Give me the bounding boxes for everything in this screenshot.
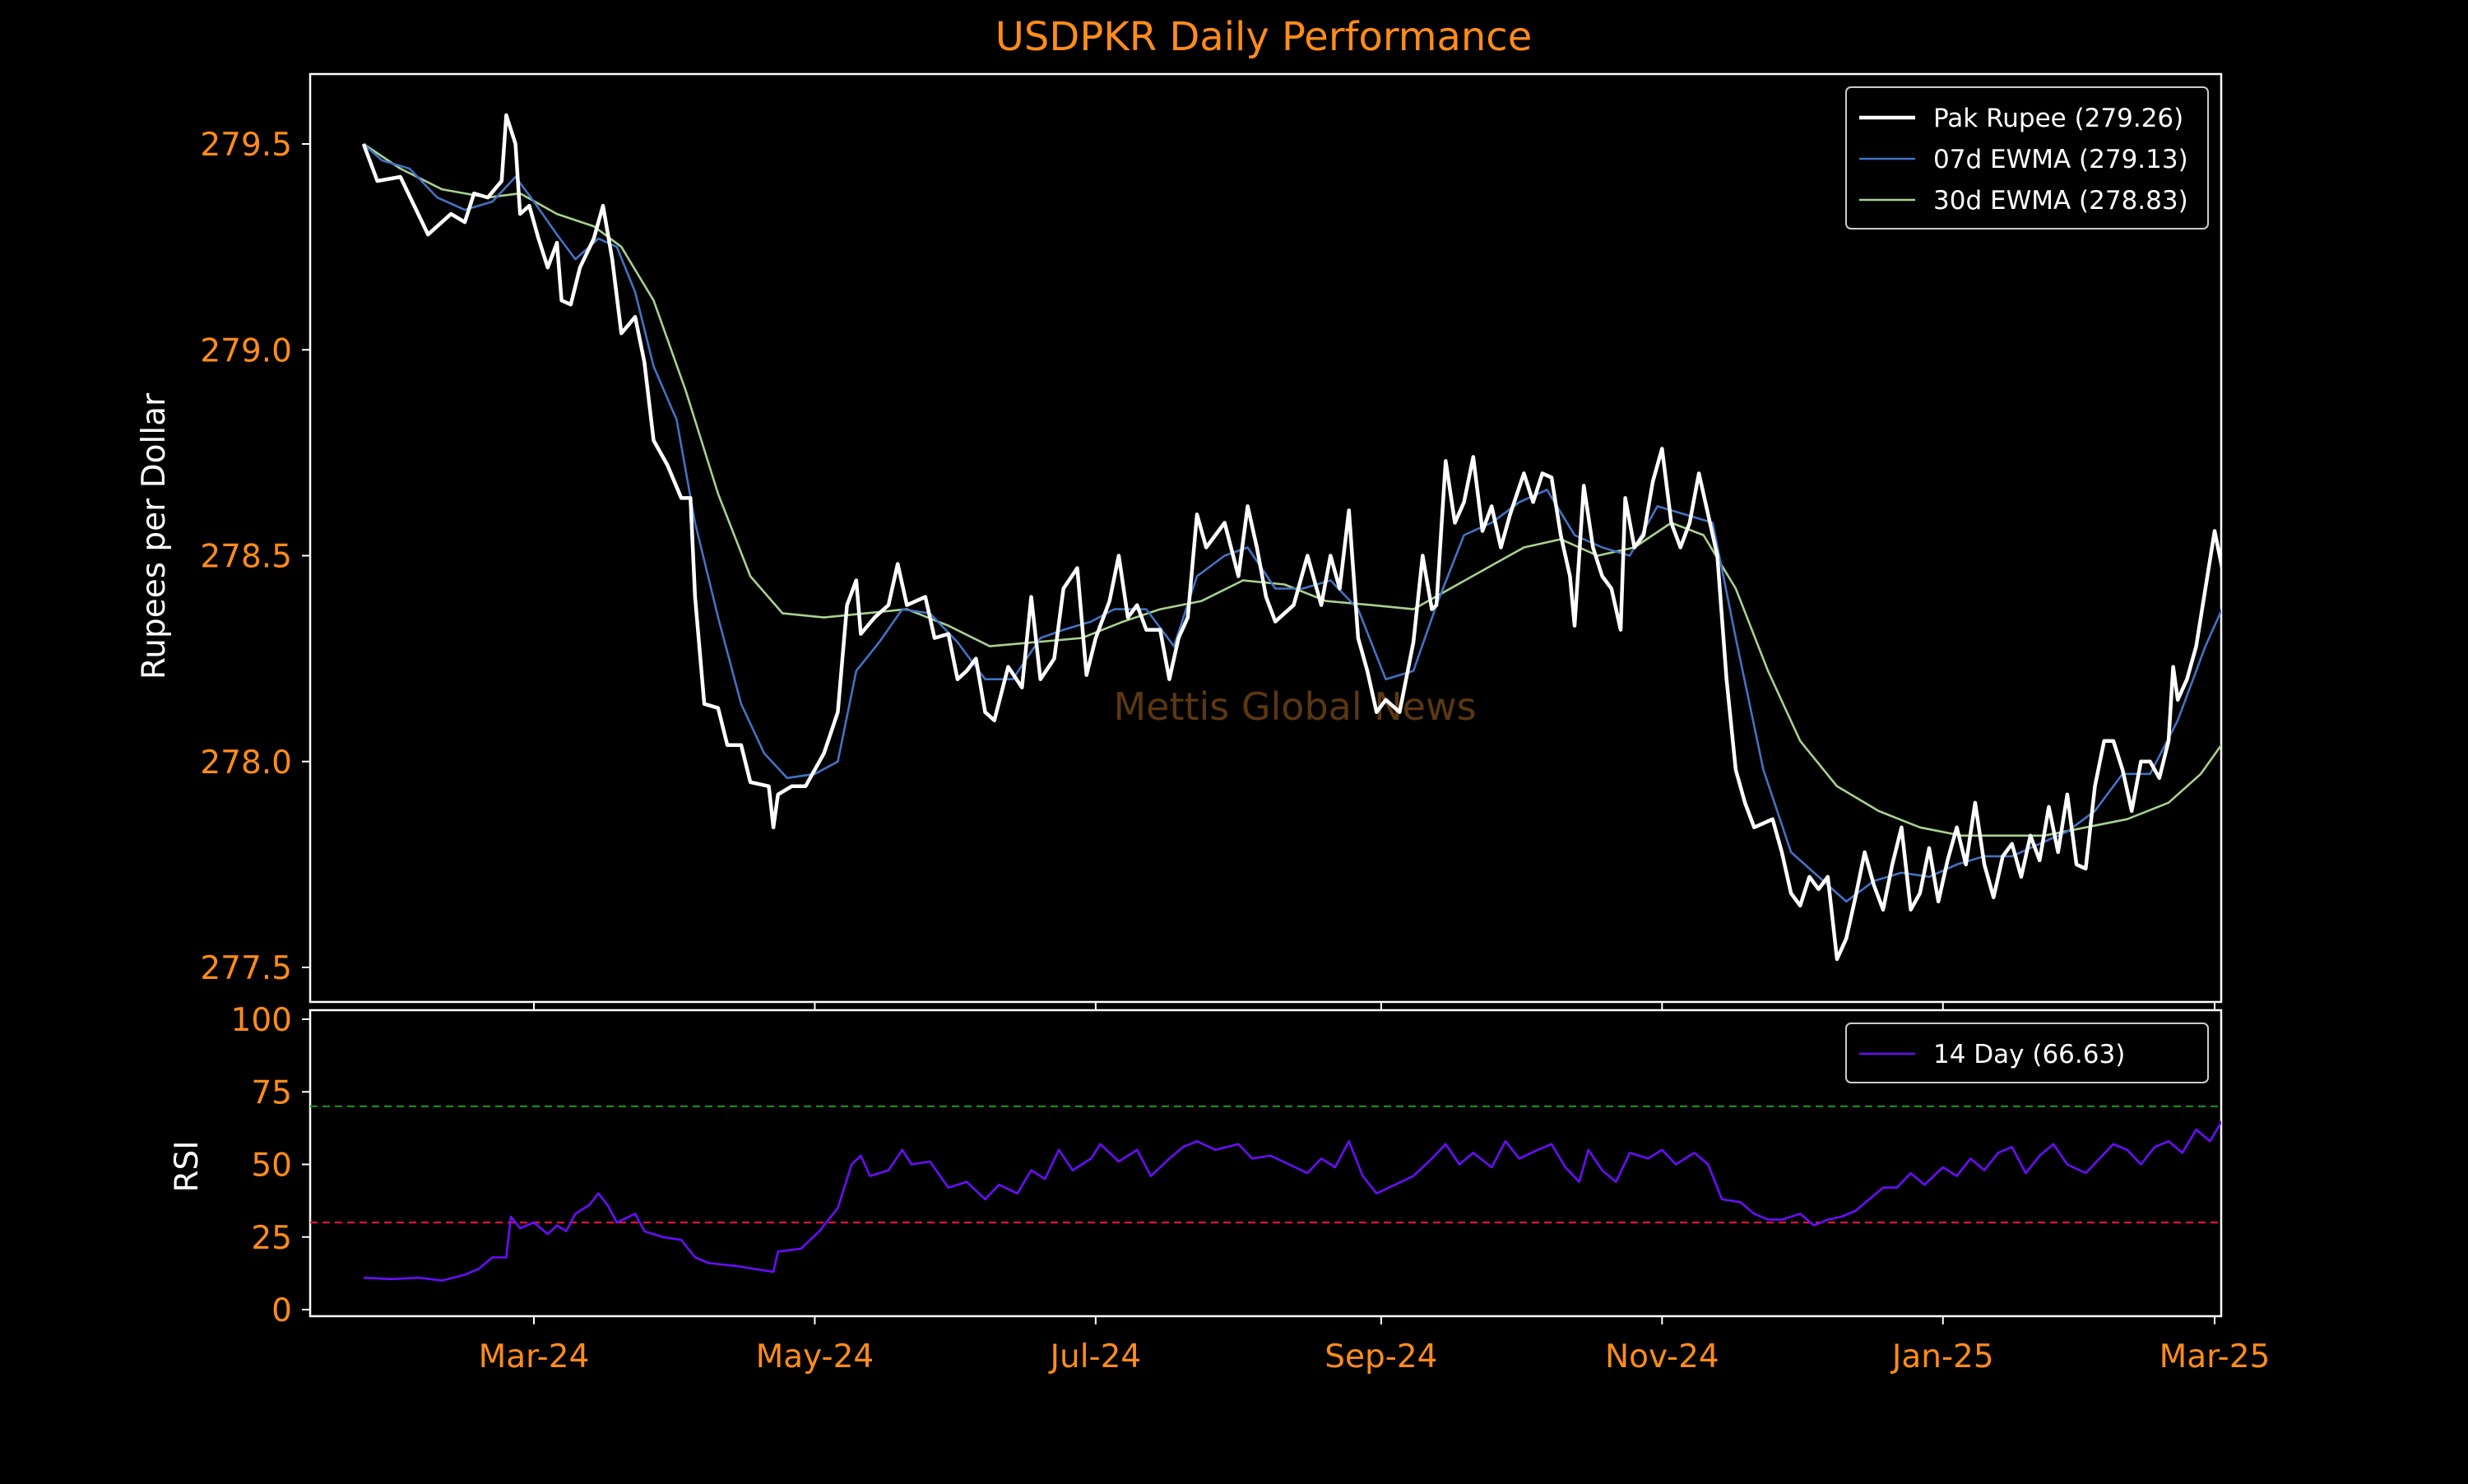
x-tick-label: Mar-24 bbox=[479, 1338, 590, 1375]
x-tick-label: Jan-25 bbox=[1890, 1338, 1994, 1375]
price-y-axis-label: Rupees per Dollar bbox=[136, 392, 173, 679]
x-tick-label: Mar-25 bbox=[2160, 1338, 2271, 1375]
price-series-line bbox=[361, 113, 2221, 962]
rsi-legend-box bbox=[1845, 1023, 2209, 1083]
rsi-y-axis-label: RSI bbox=[169, 1140, 206, 1192]
price-legend-box bbox=[1845, 86, 2209, 230]
x-tick-label: Nov-24 bbox=[1605, 1338, 1719, 1375]
price-y-tick-label: 278.0 bbox=[200, 744, 292, 781]
rsi-series-line bbox=[363, 1120, 2221, 1282]
rsi-y-tick-label: 100 bbox=[231, 1002, 292, 1039]
price-legend-entry: 07d EWMA (279.13) bbox=[1933, 145, 2188, 174]
price-y-tick-label: 279.0 bbox=[200, 332, 292, 369]
rsi-y-tick-label: 0 bbox=[271, 1292, 292, 1329]
price-y-tick-label: 278.5 bbox=[200, 539, 292, 576]
rsi-y-tick-label: 25 bbox=[251, 1220, 292, 1257]
x-tick-label: Jul-24 bbox=[1047, 1338, 1141, 1375]
rsi-frame bbox=[308, 1009, 2223, 1318]
rsi-panel: 0 25 50 75 100 14 Day (66.63) Mar-24 May-24 Jul-… bbox=[231, 1002, 2271, 1375]
chart-title: USDPKR Daily Performance bbox=[995, 14, 1532, 60]
price-legend-entry: Pak Rupee (279.26) bbox=[1933, 104, 2183, 133]
rsi-y-tick-label: 50 bbox=[251, 1148, 292, 1185]
price-y-tick-label: 279.5 bbox=[200, 127, 292, 164]
watermark: Mettis Global News bbox=[1113, 684, 1476, 729]
price-y-tick-label: 277.5 bbox=[200, 950, 292, 987]
rsi-y-tick-label: 75 bbox=[251, 1074, 292, 1111]
x-tick-label: May-24 bbox=[756, 1338, 874, 1375]
rsi-legend-entry: 14 Day (66.63) bbox=[1933, 1040, 2125, 1069]
x-tick-label: Sep-24 bbox=[1324, 1338, 1437, 1375]
price-legend-entry: 30d EWMA (278.83) bbox=[1933, 186, 2188, 216]
price-frame bbox=[308, 72, 2223, 1004]
price-panel: 277.5 278.0 278.5 279.0 279.5 Pak Rupee (279.… bbox=[200, 72, 2223, 1010]
